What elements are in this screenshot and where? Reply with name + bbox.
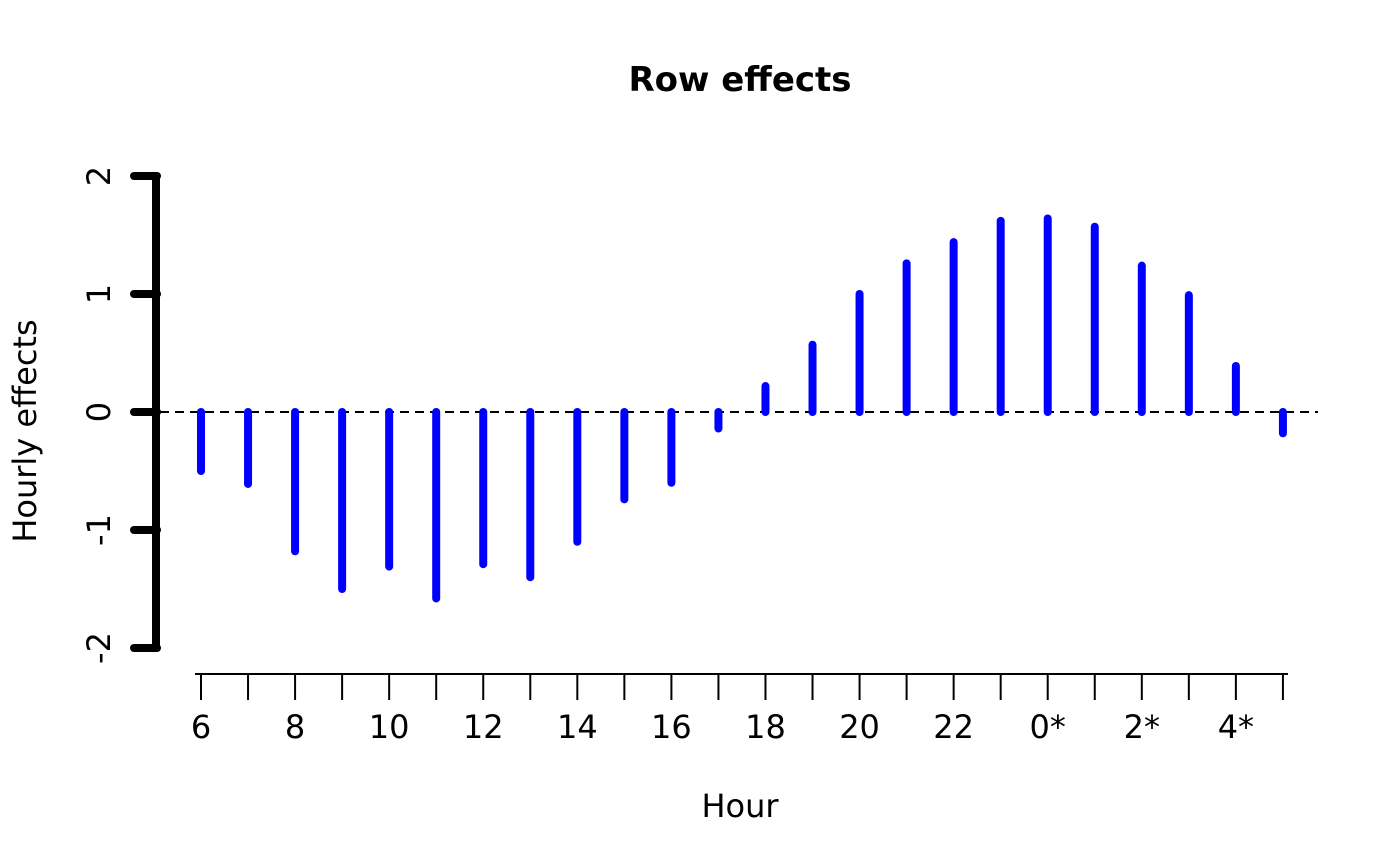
y-axis: 2 1 0 -1 -2 [80,166,161,664]
x-tick-label: 12 [463,708,504,746]
x-tick-label: 2* [1124,708,1160,746]
y-tick-label: -2 [80,632,118,664]
x-tick-label: 6 [191,708,211,746]
x-tick-label: 22 [933,708,974,746]
bars-group [197,214,1287,603]
x-tick-label: 8 [285,708,305,746]
y-tick-label: 0 [80,402,118,422]
y-tick-label: 1 [80,284,118,304]
x-tick-label: 0* [1030,708,1066,746]
x-tick-label: 18 [745,708,786,746]
chart-title: Row effects [628,60,851,100]
x-tick-label: 20 [839,708,880,746]
x-tick-label: 10 [369,708,410,746]
x-tick-label: 16 [651,708,692,746]
x-tick-label: 14 [557,708,598,746]
y-axis-title: Hourly effects [6,319,44,542]
y-tick-label: 2 [80,166,118,186]
x-tick-label: 4* [1218,708,1254,746]
x-axis-title: Hour [701,787,779,825]
y-tick-label: -1 [80,514,118,546]
x-axis: 6 8 10 12 14 16 18 20 22 0* 2* 4* [191,673,1288,746]
